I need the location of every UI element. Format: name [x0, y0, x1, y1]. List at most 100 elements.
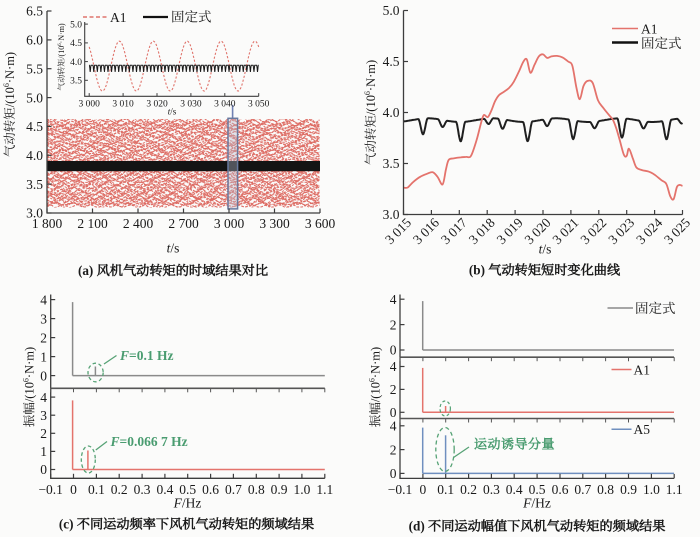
svg-text:1: 1	[40, 349, 47, 364]
svg-text:3 600: 3 600	[305, 216, 336, 231]
svg-text:4: 4	[390, 359, 397, 374]
svg-text:3 025: 3 025	[661, 215, 693, 247]
svg-text:3 024: 3 024	[633, 215, 665, 247]
svg-text:0: 0	[420, 482, 427, 497]
svg-text:3.0: 3.0	[383, 207, 400, 222]
svg-text:0.5: 0.5	[529, 482, 546, 497]
svg-text:1.1: 1.1	[666, 482, 683, 497]
svg-text:固定式: 固定式	[171, 6, 212, 26]
svg-text:振幅/(106·N·m): 振幅/(106·N·m)	[20, 347, 38, 427]
svg-text:固定式: 固定式	[641, 32, 682, 52]
svg-text:0.8: 0.8	[597, 482, 614, 497]
svg-text:2 700: 2 700	[168, 216, 199, 231]
svg-text:F=0.1 Hz: F=0.1 Hz	[119, 348, 173, 363]
svg-text:4: 4	[390, 292, 397, 307]
svg-text:0: 0	[390, 343, 397, 358]
svg-text:3 040: 3 040	[214, 100, 236, 110]
svg-text:3 023: 3 023	[605, 215, 637, 247]
svg-text:5.0: 5.0	[70, 20, 82, 30]
svg-text:3 050: 3 050	[248, 100, 270, 110]
svg-text:0.9: 0.9	[271, 482, 288, 497]
svg-text:3 022: 3 022	[577, 215, 609, 247]
svg-text:F/Hz: F/Hz	[173, 496, 202, 511]
svg-text:3: 3	[40, 311, 47, 326]
svg-text:(a) 风机气动转矩的时域结果对比: (a) 风机气动转矩的时域结果对比	[78, 260, 268, 279]
svg-text:3 010: 3 010	[112, 100, 134, 110]
svg-text:6.0: 6.0	[26, 33, 43, 48]
svg-text:0.7: 0.7	[225, 482, 242, 497]
svg-text:3.5: 3.5	[70, 77, 82, 87]
svg-text:1: 1	[40, 444, 47, 459]
svg-text:2: 2	[390, 382, 397, 397]
svg-text:t/s: t/s	[539, 242, 552, 257]
svg-text:4.0: 4.0	[70, 58, 82, 68]
svg-text:3 000: 3 000	[214, 216, 245, 231]
svg-text:0.1: 0.1	[437, 482, 454, 497]
svg-text:3 021: 3 021	[549, 215, 581, 247]
svg-text:F=0.066 7 Hz: F=0.066 7 Hz	[110, 434, 188, 449]
svg-text:0.3: 0.3	[483, 482, 500, 497]
svg-text:0.2: 0.2	[460, 482, 477, 497]
svg-text:0.7: 0.7	[574, 482, 591, 497]
svg-text:2 100: 2 100	[77, 216, 108, 231]
svg-text:(b) 气动转矩短时变化曲线: (b) 气动转矩短时变化曲线	[469, 260, 621, 279]
svg-text:3.5: 3.5	[26, 177, 43, 192]
svg-text:4.5: 4.5	[26, 119, 43, 134]
svg-text:F/Hz: F/Hz	[522, 496, 551, 511]
svg-text:3 020: 3 020	[146, 100, 168, 110]
svg-text:1 800: 1 800	[32, 216, 63, 231]
svg-text:2 400: 2 400	[123, 216, 154, 231]
svg-text:2: 2	[390, 317, 397, 332]
svg-text:0: 0	[70, 482, 77, 497]
svg-text:运动诱导分量: 运动诱导分量	[474, 434, 555, 453]
svg-text:(d) 不同运动幅值下风机气动转矩的频域结果: (d) 不同运动幅值下风机气动转矩的频域结果	[409, 516, 667, 535]
svg-text:(c) 不同运动频率下风机气动转矩的频域结果: (c) 不同运动频率下风机气动转矩的频域结果	[59, 514, 315, 533]
svg-text:2: 2	[40, 426, 47, 441]
svg-text:0.1: 0.1	[88, 482, 105, 497]
svg-text:1.0: 1.0	[293, 482, 310, 497]
svg-text:3.5: 3.5	[383, 156, 400, 171]
svg-text:0: 0	[390, 466, 397, 481]
svg-text:1.0: 1.0	[643, 482, 660, 497]
svg-text:2: 2	[40, 330, 47, 345]
svg-text:气动转矩/(106·N·m): 气动转矩/(106·N·m)	[0, 52, 18, 157]
svg-text:0: 0	[390, 405, 397, 420]
svg-text:3 017: 3 017	[438, 215, 470, 247]
svg-text:−0.1: −0.1	[388, 482, 413, 497]
svg-text:1.1: 1.1	[316, 482, 333, 497]
svg-text:0.9: 0.9	[620, 482, 637, 497]
svg-text:A1: A1	[634, 363, 651, 378]
svg-text:0.2: 0.2	[111, 482, 128, 497]
svg-text:−0.1: −0.1	[38, 482, 63, 497]
svg-text:3 000: 3 000	[79, 100, 101, 110]
svg-text:4.0: 4.0	[26, 148, 43, 163]
svg-text:0: 0	[40, 368, 47, 383]
svg-text:t/s: t/s	[167, 241, 180, 256]
svg-text:0: 0	[40, 462, 47, 477]
svg-text:6.5: 6.5	[26, 4, 43, 19]
svg-text:0.8: 0.8	[248, 482, 265, 497]
svg-text:3 019: 3 019	[494, 215, 526, 247]
svg-text:4.5: 4.5	[70, 39, 82, 49]
svg-text:5.5: 5.5	[26, 61, 43, 76]
svg-text:A5: A5	[634, 422, 651, 437]
svg-text:固定式: 固定式	[635, 297, 676, 317]
svg-text:3 300: 3 300	[259, 216, 290, 231]
svg-text:0.4: 0.4	[506, 482, 523, 497]
svg-text:气动转矩/(106·N·m): 气动转矩/(106·N·m)	[361, 60, 379, 165]
svg-text:5.0: 5.0	[26, 90, 43, 105]
svg-text:4: 4	[40, 390, 47, 405]
svg-text:3 018: 3 018	[466, 215, 498, 247]
svg-text:2: 2	[390, 442, 397, 457]
svg-text:4: 4	[390, 419, 397, 434]
svg-text:气动转矩/(106·N·m): 气动转矩/(106·N·m)	[56, 23, 68, 91]
svg-text:A1: A1	[110, 10, 127, 25]
svg-text:3: 3	[40, 408, 47, 423]
svg-text:振幅/(106·N·m): 振幅/(106·N·m)	[366, 347, 384, 427]
svg-text:4: 4	[40, 292, 47, 307]
svg-text:3 030: 3 030	[180, 100, 202, 110]
svg-text:0.3: 0.3	[134, 482, 151, 497]
svg-text:4.0: 4.0	[383, 105, 400, 120]
svg-text:0.6: 0.6	[202, 482, 219, 497]
svg-text:0.4: 0.4	[156, 482, 173, 497]
